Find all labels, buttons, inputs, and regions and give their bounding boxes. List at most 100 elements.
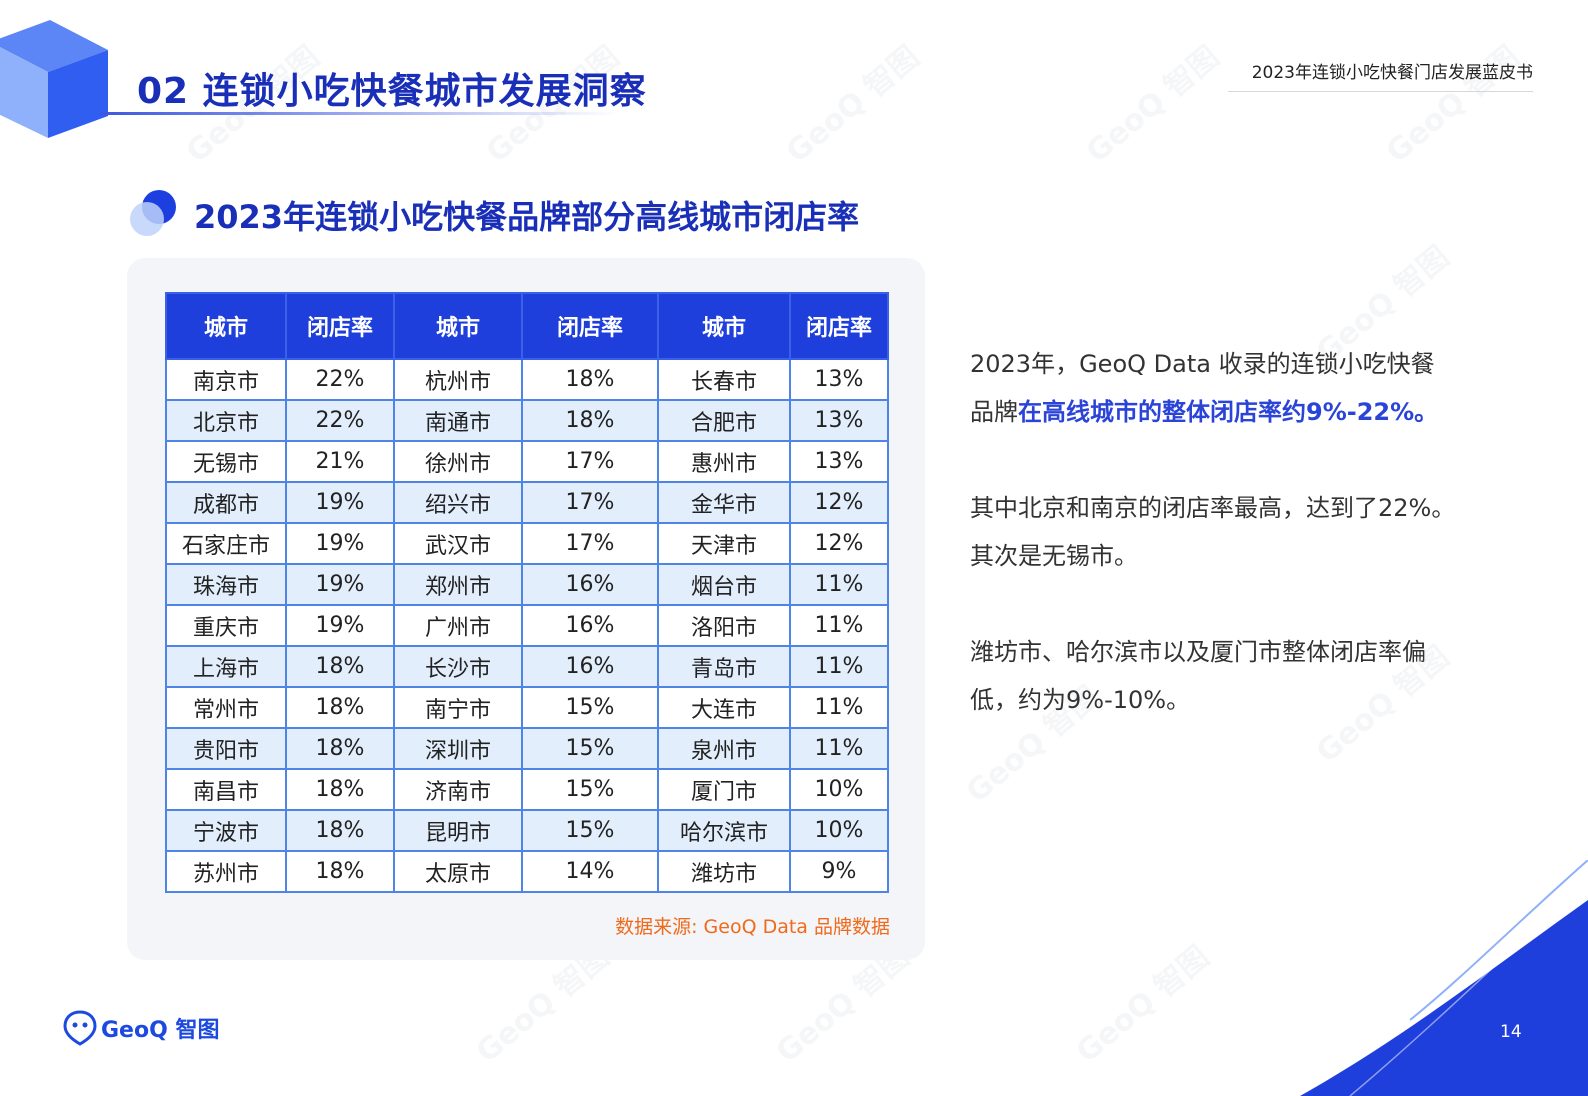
city-cell: 青岛市 xyxy=(657,645,791,688)
table-row: 常州市 18% 南宁市 15% 大连市 11% xyxy=(165,686,889,729)
watermark: GeoQ 智图 xyxy=(1379,39,1527,171)
table-header-cell: 闭店率 xyxy=(521,292,659,360)
city-cell: 绍兴市 xyxy=(393,481,523,524)
page-number: 14 xyxy=(1500,1022,1522,1042)
table-row: 重庆市 19% 广州市 16% 洛阳市 11% xyxy=(165,604,889,647)
rate-cell: 18% xyxy=(285,727,395,770)
report-title: 2023年连锁小吃快餐门店发展蓝皮书 xyxy=(1228,58,1533,92)
insight-text: 低，约为9%-10%。 xyxy=(970,686,1191,714)
city-cell: 大连市 xyxy=(657,686,791,729)
rate-cell: 12% xyxy=(789,522,889,565)
city-cell: 广州市 xyxy=(393,604,523,647)
table-row: 成都市 19% 绍兴市 17% 金华市 12% xyxy=(165,481,889,524)
rate-cell: 19% xyxy=(285,522,395,565)
city-cell: 济南市 xyxy=(393,768,523,811)
table-header-cell: 城市 xyxy=(657,292,791,360)
insight-text: 2023年，GeoQ Data 收录的连锁小吃快餐 xyxy=(970,350,1435,378)
table-body: 南京市 22% 杭州市 18% 长春市 13% 北京市 22% 南通市 18% 合肥市 13% 无锡市 2… xyxy=(165,358,889,893)
table-row: 珠海市 19% 郑州市 16% 烟台市 11% xyxy=(165,563,889,606)
table-row: 南昌市 18% 济南市 15% 厦门市 10% xyxy=(165,768,889,811)
rate-cell: 16% xyxy=(521,645,659,688)
city-cell: 洛阳市 xyxy=(657,604,791,647)
corner-decoration xyxy=(1300,860,1588,1096)
city-cell: 重庆市 xyxy=(165,604,287,647)
rate-cell: 11% xyxy=(789,563,889,606)
city-cell: 长春市 xyxy=(657,358,791,401)
city-cell: 贵阳市 xyxy=(165,727,287,770)
city-cell: 深圳市 xyxy=(393,727,523,770)
watermark: GeoQ 智图 xyxy=(1079,39,1227,171)
city-cell: 武汉市 xyxy=(393,522,523,565)
rate-cell: 19% xyxy=(285,481,395,524)
table-row: 石家庄市 19% 武汉市 17% 天津市 12% xyxy=(165,522,889,565)
table-row: 南京市 22% 杭州市 18% 长春市 13% xyxy=(165,358,889,401)
table-row: 北京市 22% 南通市 18% 合肥市 13% xyxy=(165,399,889,442)
rate-cell: 17% xyxy=(521,522,659,565)
rate-cell: 16% xyxy=(521,604,659,647)
insight-highlight: 在高线城市的整体闭店率约9%-22%。 xyxy=(1018,398,1439,426)
city-cell: 烟台市 xyxy=(657,563,791,606)
geoq-logo-icon xyxy=(63,1010,97,1046)
rate-cell: 11% xyxy=(789,686,889,729)
rate-cell: 22% xyxy=(285,399,395,442)
chart-title-row: 2023年连锁小吃快餐品牌部分高线城市闭店率 xyxy=(130,190,859,240)
city-cell: 上海市 xyxy=(165,645,287,688)
rate-cell: 15% xyxy=(521,727,659,770)
rate-cell: 18% xyxy=(285,645,395,688)
table-row: 上海市 18% 长沙市 16% 青岛市 11% xyxy=(165,645,889,688)
city-cell: 徐州市 xyxy=(393,440,523,483)
city-cell: 泉州市 xyxy=(657,727,791,770)
table-header-cell: 闭店率 xyxy=(285,292,395,360)
city-cell: 杭州市 xyxy=(393,358,523,401)
rate-cell: 18% xyxy=(285,768,395,811)
rate-cell: 13% xyxy=(789,358,889,401)
city-cell: 北京市 xyxy=(165,399,287,442)
rate-cell: 14% xyxy=(521,850,659,893)
watermark: GeoQ 智图 xyxy=(779,39,927,171)
insight-text: 品牌 xyxy=(970,398,1018,426)
bullet-dot-icon xyxy=(130,190,178,240)
logo-text: GeoQ 智图 xyxy=(101,1018,220,1043)
rate-cell: 10% xyxy=(789,809,889,852)
city-cell: 成都市 xyxy=(165,481,287,524)
insight-paragraph: 2023年，GeoQ Data 收录的连锁小吃快餐 品牌在高线城市的整体闭店率约… xyxy=(970,340,1530,436)
table-header-cell: 城市 xyxy=(393,292,523,360)
table-row: 无锡市 21% 徐州市 17% 惠州市 13% xyxy=(165,440,889,483)
rate-cell: 21% xyxy=(285,440,395,483)
insight-paragraph: 其中北京和南京的闭店率最高，达到了22%。 其次是无锡市。 xyxy=(970,484,1530,580)
city-cell: 金华市 xyxy=(657,481,791,524)
rate-cell: 22% xyxy=(285,358,395,401)
city-cell: 长沙市 xyxy=(393,645,523,688)
city-cell: 无锡市 xyxy=(165,440,287,483)
rate-cell: 18% xyxy=(285,850,395,893)
closure-rate-table: 城市 闭店率 城市 闭店率 城市 闭店率 南京市 22% 杭州市 18% 长春市 13% 北… xyxy=(165,292,889,893)
rate-cell: 9% xyxy=(789,850,889,893)
rate-cell: 10% xyxy=(789,768,889,811)
city-cell: 昆明市 xyxy=(393,809,523,852)
city-cell: 潍坊市 xyxy=(657,850,791,893)
table-row: 苏州市 18% 太原市 14% 潍坊市 9% xyxy=(165,850,889,893)
rate-cell: 16% xyxy=(521,563,659,606)
rate-cell: 15% xyxy=(521,686,659,729)
rate-cell: 11% xyxy=(789,645,889,688)
rate-cell: 18% xyxy=(285,686,395,729)
city-cell: 南京市 xyxy=(165,358,287,401)
rate-cell: 17% xyxy=(521,481,659,524)
city-cell: 南通市 xyxy=(393,399,523,442)
city-cell: 郑州市 xyxy=(393,563,523,606)
cube-decoration xyxy=(0,20,108,138)
table-header-cell: 闭店率 xyxy=(789,292,889,360)
city-cell: 石家庄市 xyxy=(165,522,287,565)
insight-text: 其次是无锡市。 xyxy=(970,542,1138,570)
rate-cell: 18% xyxy=(521,399,659,442)
rate-cell: 13% xyxy=(789,399,889,442)
insight-text: 潍坊市、哈尔滨市以及厦门市整体闭店率偏 xyxy=(970,638,1426,666)
rate-cell: 19% xyxy=(285,604,395,647)
rate-cell: 11% xyxy=(789,727,889,770)
city-cell: 太原市 xyxy=(393,850,523,893)
data-source: 数据来源: GeoQ Data 品牌数据 xyxy=(615,916,890,938)
rate-cell: 18% xyxy=(521,358,659,401)
city-cell: 南宁市 xyxy=(393,686,523,729)
watermark: GeoQ 智图 xyxy=(1069,939,1217,1071)
chart-title: 2023年连锁小吃快餐品牌部分高线城市闭店率 xyxy=(194,198,860,236)
